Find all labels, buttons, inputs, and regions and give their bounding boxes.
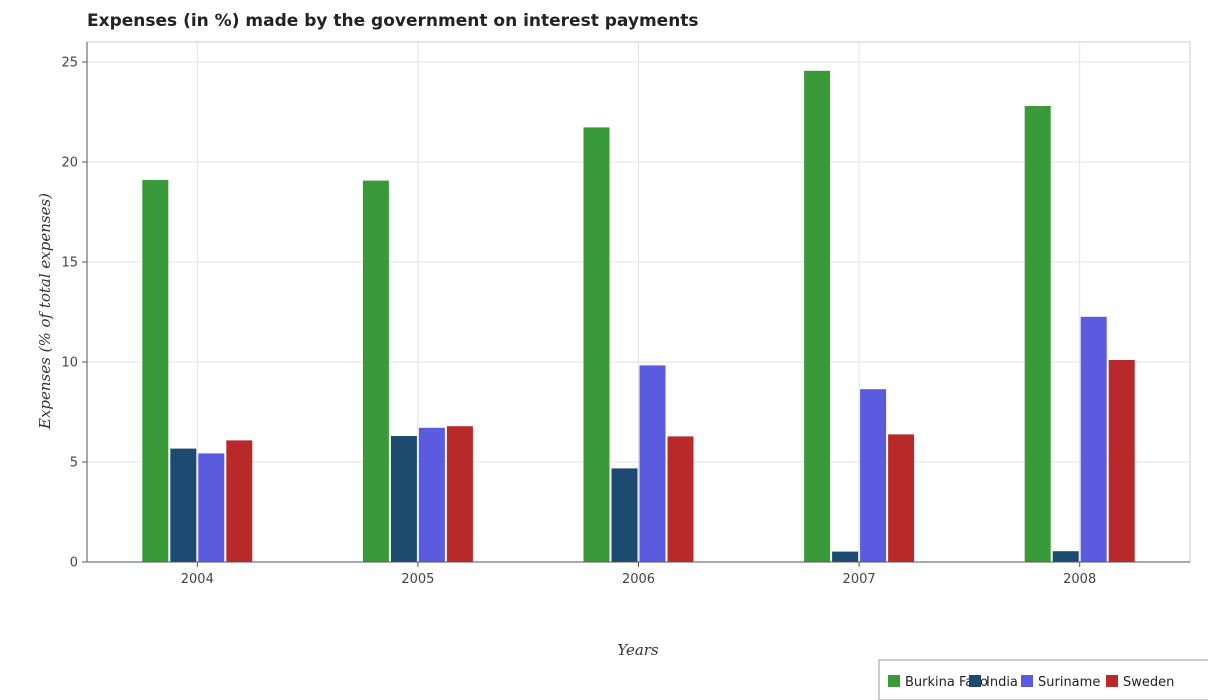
bar-suriname-2004 bbox=[198, 453, 225, 562]
axes: 0 5 10 15 20 25 2004 2005 2006 2007 2008 bbox=[61, 41, 1191, 587]
bar-sweden-2004 bbox=[226, 440, 253, 562]
legend-swatch-suriname bbox=[1021, 675, 1033, 687]
y-tick-label: 0 bbox=[70, 556, 78, 571]
bar-suriname-2005 bbox=[418, 427, 445, 562]
legend-swatch-india bbox=[969, 675, 981, 687]
legend-swatch-burkina-faso bbox=[888, 675, 900, 687]
x-axis-label: Years bbox=[617, 641, 659, 659]
legend-label-india: India bbox=[986, 675, 1018, 690]
bar-burkina-faso-2007 bbox=[804, 70, 831, 563]
bar-suriname-2006 bbox=[639, 365, 666, 562]
y-tick-label: 10 bbox=[61, 356, 78, 371]
legend-label-suriname: Suriname bbox=[1038, 675, 1100, 690]
bars bbox=[142, 70, 1135, 563]
bar-sweden-2008 bbox=[1108, 360, 1135, 562]
y-tick-label: 25 bbox=[61, 56, 78, 71]
bar-india-2007 bbox=[832, 551, 859, 562]
x-tick-label: 2006 bbox=[622, 572, 655, 587]
bar-india-2006 bbox=[611, 468, 638, 562]
bar-sweden-2005 bbox=[446, 426, 473, 562]
bar-india-2008 bbox=[1052, 551, 1079, 562]
bar-india-2005 bbox=[390, 436, 417, 562]
bar-sweden-2006 bbox=[667, 436, 694, 562]
bar-sweden-2007 bbox=[888, 434, 915, 562]
chart-title: Expenses (in %) made by the government o… bbox=[87, 11, 699, 31]
y-tick-label: 5 bbox=[70, 456, 78, 471]
x-tick-label: 2008 bbox=[1063, 572, 1096, 587]
legend-label-sweden: Sweden bbox=[1123, 675, 1174, 690]
bar-suriname-2008 bbox=[1080, 316, 1107, 562]
grid bbox=[87, 42, 1190, 563]
legend-box bbox=[878, 659, 1208, 700]
bar-burkina-faso-2008 bbox=[1024, 106, 1051, 562]
bar-burkina-faso-2005 bbox=[362, 180, 389, 562]
y-tick-label: 15 bbox=[61, 256, 78, 271]
bar-burkina-faso-2004 bbox=[142, 180, 169, 562]
x-tick-label: 2005 bbox=[401, 572, 434, 587]
x-tick-label: 2007 bbox=[843, 572, 876, 587]
x-tick-label: 2004 bbox=[181, 572, 214, 587]
bar-suriname-2007 bbox=[860, 389, 887, 562]
bar-india-2004 bbox=[170, 448, 197, 562]
bar-burkina-faso-2006 bbox=[583, 127, 610, 563]
legend-swatch-sweden bbox=[1106, 675, 1118, 687]
y-axis-label: Expenses (% of total expenses) bbox=[36, 193, 54, 430]
legend-label-burkina-faso: Burkina Faso bbox=[905, 675, 988, 690]
y-tick-label: 20 bbox=[61, 156, 78, 171]
